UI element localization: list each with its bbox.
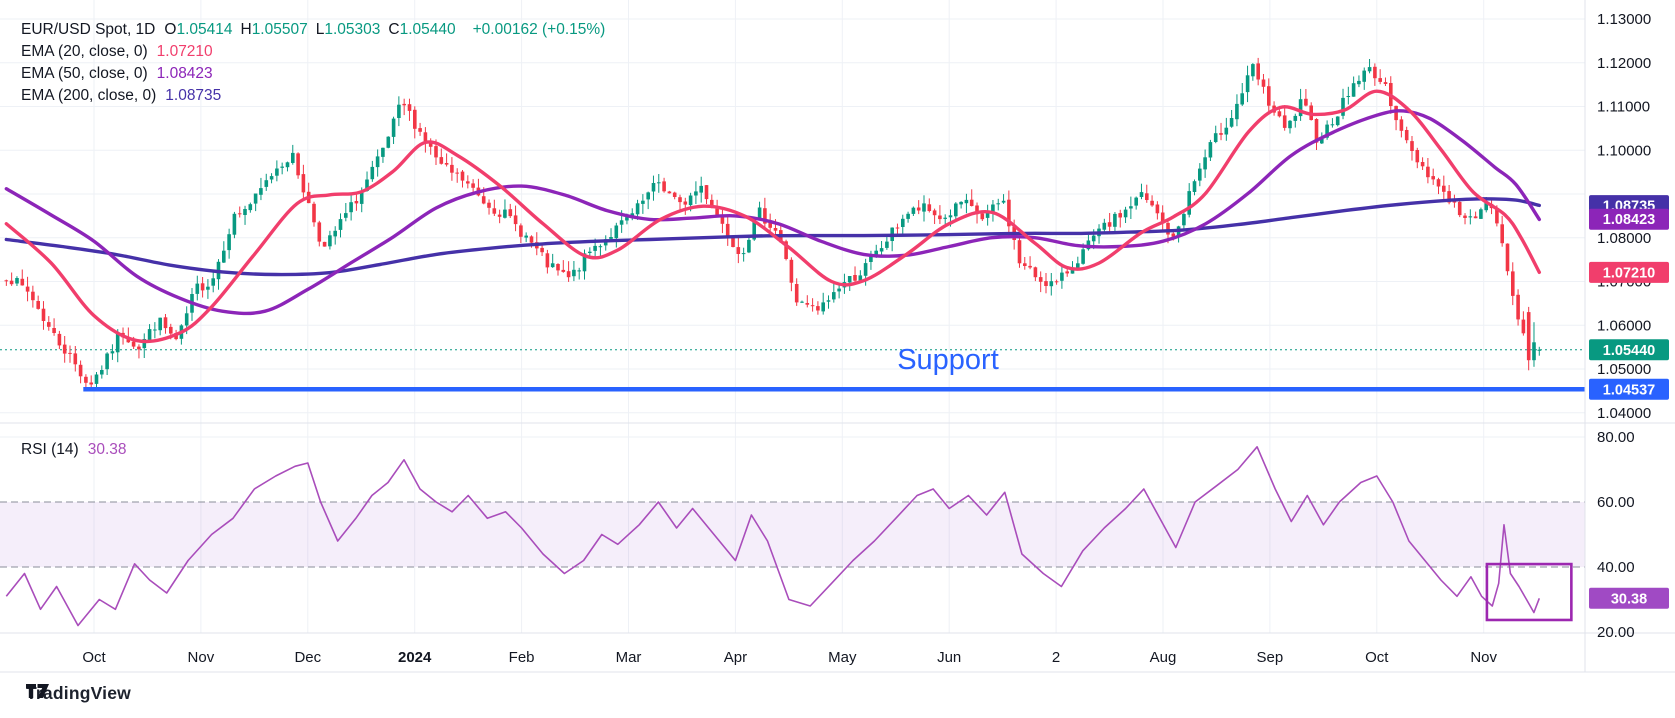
- time-axis-label: Feb: [509, 649, 535, 666]
- rsi-label: RSI (14): [21, 441, 79, 458]
- ohlc-values: O1.05414 H1.05507 L1.05303 C1.05440: [164, 21, 463, 39]
- time-axis-label: 2: [1052, 649, 1060, 666]
- change-value: +0.00162 (+0.15%): [472, 21, 606, 38]
- ema-price-badge: [1589, 261, 1669, 283]
- support-annotation-label[interactable]: Support: [897, 344, 999, 376]
- rsi-highlight-box[interactable]: [1485, 562, 1573, 622]
- ema20-label: EMA (20, close, 0): [21, 43, 148, 60]
- ohlc-h: H1.05507: [240, 21, 308, 38]
- tradingview-brand-text: TradingView: [26, 683, 131, 703]
- current-price-badge: [1589, 339, 1669, 361]
- support-price-badge-text: 1.04537: [1603, 382, 1655, 398]
- rsi-axis-label: 20.00: [1597, 624, 1635, 641]
- candles-layer[interactable]: [4, 57, 1542, 390]
- time-axis-label: Jun: [937, 649, 961, 666]
- time-axis-label: Apr: [724, 649, 747, 666]
- symbol-legend-row: EUR/USD Spot, 1D O1.05414 H1.05507 L1.0530…: [21, 21, 605, 39]
- ema20-line[interactable]: [4, 89, 1541, 344]
- rsi-value-badge-text: 30.38: [1611, 591, 1647, 607]
- ohlc-l: L1.05303: [315, 21, 381, 38]
- time-axis-label: Oct: [82, 649, 106, 666]
- rsi-legend-row[interactable]: RSI (14) 30.38: [21, 441, 127, 459]
- ohlc-o: O1.05414: [164, 21, 233, 38]
- current-price-badge-text: 1.05440: [1603, 343, 1655, 359]
- ema20-legend-row[interactable]: EMA (20, close, 0) 1.07210: [21, 43, 213, 61]
- support-price-badge: [1589, 378, 1669, 400]
- ohlc-c: C1.05440: [388, 21, 456, 38]
- ema200-value: 1.08735: [165, 87, 222, 104]
- ema20-value: 1.07210: [156, 43, 213, 60]
- rsi-value: 30.38: [87, 441, 127, 458]
- price-axis-label: 1.11000: [1597, 99, 1650, 116]
- rsi-axis-label: 80.00: [1597, 429, 1635, 446]
- rsi-line[interactable]: [5, 446, 1541, 627]
- price-axis-label: 1.12000: [1597, 55, 1651, 72]
- ema50-value: 1.08423: [156, 65, 213, 82]
- tradingview-brand[interactable]: TradingView: [26, 683, 131, 704]
- price-axis-label: 1.05000: [1597, 361, 1651, 378]
- symbol-title[interactable]: EUR/USD Spot, 1D: [21, 21, 156, 38]
- rsi-axis-label: 60.00: [1597, 494, 1635, 511]
- price-axis-label: 1.04000: [1597, 405, 1651, 422]
- time-axis-label: 2024: [398, 649, 432, 666]
- ema200-label: EMA (200, close, 0): [21, 87, 157, 104]
- time-axis-label: Dec: [294, 649, 321, 666]
- tradingview-logo-icon: [26, 684, 49, 698]
- ema200-legend-row[interactable]: EMA (200, close, 0) 1.08735: [21, 87, 221, 105]
- time-axis-label: May: [828, 649, 857, 666]
- price-axis-label: 1.08000: [1597, 230, 1651, 247]
- price-axis-label: 1.10000: [1597, 142, 1651, 159]
- ema50-line[interactable]: [4, 109, 1541, 316]
- price-axis-label: 1.06000: [1597, 317, 1651, 334]
- price-axis-label: 1.13000: [1597, 11, 1651, 28]
- time-axis-label: Nov: [188, 649, 215, 666]
- ema50-legend-row[interactable]: EMA (50, close, 0) 1.08423: [21, 65, 213, 83]
- time-axis-label: Nov: [1470, 649, 1497, 666]
- time-axis-label: Oct: [1365, 649, 1389, 666]
- rsi-value-badge: [1589, 587, 1669, 609]
- ema-price-badge: [1589, 208, 1669, 230]
- time-axis-label: Sep: [1257, 649, 1284, 666]
- ema-price-badge-text: 1.07210: [1603, 265, 1655, 281]
- time-axis-label: Aug: [1150, 649, 1177, 666]
- rsi-axis-label: 40.00: [1597, 559, 1635, 576]
- ema50-label: EMA (50, close, 0): [21, 65, 148, 82]
- time-axis-label: Mar: [616, 649, 642, 666]
- rsi-band: [0, 502, 1585, 567]
- ema-price-badge-text: 1.08423: [1603, 212, 1655, 228]
